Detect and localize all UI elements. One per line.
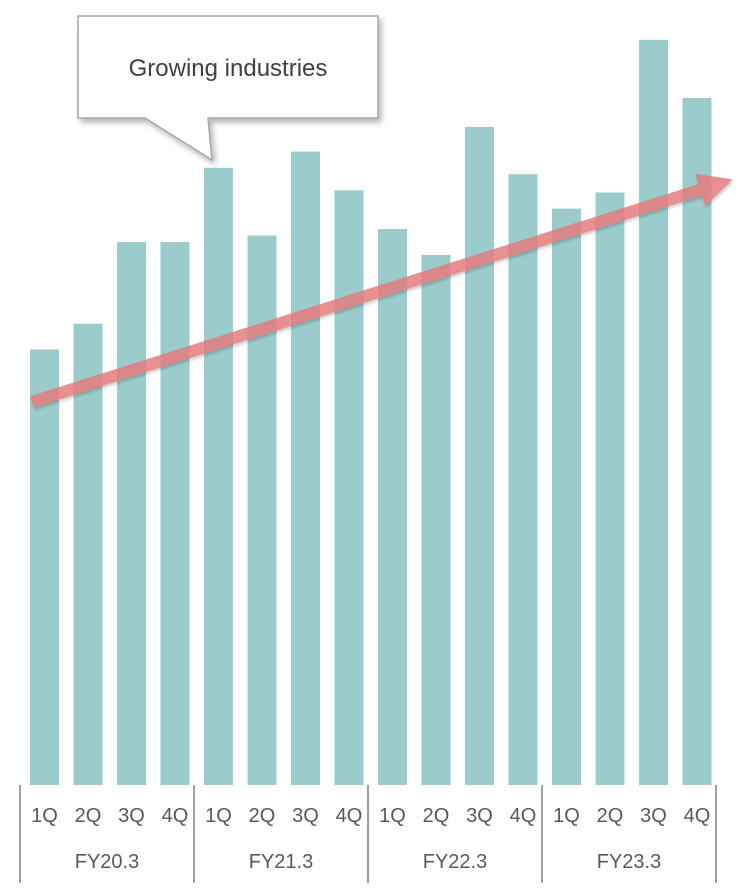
trend-arrow-shaft [30,182,708,408]
bar-4q-3 [160,242,190,785]
x-tick-label: 1Q [31,805,58,827]
bar-1q-0 [30,349,59,785]
x-axis: 1Q 2Q 3Q 4Q 1Q 2Q 3Q 4Q 1Q 2Q 3Q 4Q 1Q 2Q 3Q 4Q FY20.3 FY… [19,785,717,883]
callout-text: Growing industries [129,55,328,82]
x-tick-label: 1Q [379,805,406,827]
callout-bubble [77,15,379,162]
x-tick-label: 4Q [510,805,537,827]
x-tick-label: 2Q [75,805,102,827]
x-tick-label: 3Q [292,805,319,827]
bars-group [30,39,712,786]
x-tick-label: 3Q [118,805,145,827]
bar-2q-13 [595,192,625,785]
fiscal-year-label: FY20.3 [75,851,139,873]
x-tick-label: 4Q [684,805,711,827]
callout-box: Growing industries [77,15,379,162]
bar-1q-12 [552,208,581,786]
bar-2q-9 [421,254,451,785]
bar-3q-6 [291,151,320,786]
x-tick-label: 1Q [205,805,232,827]
trend-arrow [30,173,733,408]
bar-2q-5 [247,235,277,785]
bar-4q-15 [682,97,712,785]
x-tick-label: 3Q [466,805,493,827]
bar-4q-11 [508,174,538,785]
bar-1q-4 [204,167,233,786]
x-tick-label: 2Q [597,805,624,827]
x-tick-label: 2Q [423,805,450,827]
x-tick-label: 1Q [553,805,580,827]
bar-2q-1 [73,323,103,785]
bar-3q-10 [465,126,494,785]
x-tick-label: 4Q [336,805,363,827]
fiscal-year-label: FY21.3 [249,851,313,873]
fiscal-year-label: FY22.3 [423,851,487,873]
bar-3q-14 [639,39,668,786]
bar-4q-7 [334,190,364,786]
x-tick-label: 2Q [249,805,276,827]
fiscal-year-label: FY23.3 [597,851,661,873]
x-tick-label: 4Q [162,805,189,827]
bar-1q-8 [378,229,407,785]
bar-3q-2 [117,242,146,785]
trend-arrow-head [695,173,733,206]
x-tick-label: 3Q [640,805,667,827]
